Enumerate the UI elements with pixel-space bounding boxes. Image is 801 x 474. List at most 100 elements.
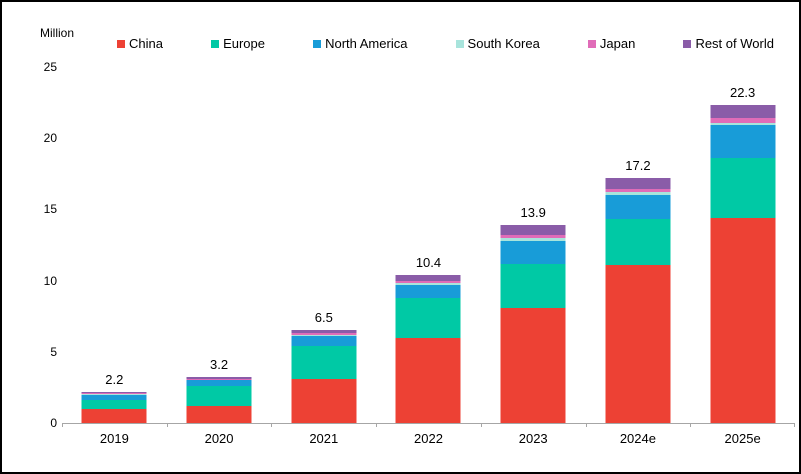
bar-segment-north-america-2022	[395, 284, 461, 298]
x-axis-tick	[585, 423, 587, 427]
bar-segment-japan-2019	[81, 393, 147, 394]
bar-segment-south-korea-2023	[500, 237, 566, 241]
x-axis-label-2020: 2020	[204, 431, 234, 446]
bar-segment-south-korea-2021	[291, 334, 357, 337]
bar-segment-north-america-2020	[186, 380, 252, 386]
x-axis-tick	[794, 423, 795, 427]
bar-total-label-2020: 3.2	[210, 357, 229, 373]
bar-segment-china-2024e	[605, 264, 671, 423]
legend-swatch-south-korea	[455, 39, 464, 48]
legend-label: South Korea	[467, 36, 540, 51]
bar-segment-north-america-2024e	[605, 195, 671, 220]
bar-segment-south-korea-2019	[81, 393, 147, 395]
bar-total-label-2024e: 17.2	[625, 158, 651, 174]
category-slot-2021: 6.5 2021	[271, 67, 376, 446]
bar-segment-north-america-2023	[500, 240, 566, 264]
bar-segment-china-2025e	[710, 217, 776, 423]
y-tick-label-25: 25	[43, 60, 57, 74]
bar-segment-rest-of-world-2024e	[605, 178, 671, 190]
x-axis-label-2022: 2022	[414, 431, 443, 446]
legend-item-rest-of-world: Rest of World	[683, 36, 774, 51]
bar-segment-europe-2019	[81, 400, 147, 409]
legend-swatch-china	[117, 39, 125, 48]
y-tick-label-20: 20	[43, 131, 57, 146]
legend-label: Japan	[599, 36, 636, 51]
bar-segment-south-korea-2022	[395, 282, 461, 285]
bar-segment-china-2021	[291, 378, 357, 423]
bar-segment-japan-2025e	[710, 118, 776, 123]
bar-total-label-2019: 2.2	[105, 371, 124, 387]
x-axis-label-2021: 2021	[309, 431, 339, 446]
y-axis-unit-label: Million	[40, 26, 75, 40]
legend-label: North America	[325, 36, 408, 51]
legend-swatch-japan	[587, 39, 596, 48]
bar-segment-rest-of-world-2025e	[710, 105, 776, 119]
x-axis-label-2023: 2023	[518, 431, 548, 446]
bar-segment-japan-2022	[395, 280, 461, 283]
bar-segment-europe-2021	[291, 346, 357, 379]
bar-total-label-2022: 10.4	[415, 254, 442, 270]
legend-item-japan: Japan	[587, 36, 636, 51]
bar-segment-china-2022	[395, 337, 461, 423]
category-slot-2024e: 17.2 2024e	[586, 67, 691, 446]
bar-segment-china-2019	[81, 408, 147, 423]
bar-segment-europe-2025e	[710, 158, 776, 218]
y-tick-label-5: 5	[50, 344, 57, 359]
bar-total-label-2023: 13.9	[520, 205, 546, 221]
legend-label: China	[129, 36, 163, 51]
y-tick-label-10: 10	[43, 273, 57, 288]
x-axis-line	[62, 423, 795, 424]
category-slot-2022: 10.4 2022	[376, 67, 481, 446]
bar-segment-europe-2023	[500, 263, 566, 308]
bar-segment-rest-of-world-2020	[186, 377, 252, 379]
legend: China Europe North America South Korea Japan…	[117, 36, 774, 51]
bar-total-label-2021: 6.5	[314, 310, 333, 326]
stacked-bar-2024e	[605, 178, 671, 423]
bar-segment-china-2023	[500, 307, 566, 423]
bar-segment-south-korea-2024e	[605, 192, 671, 196]
bar-segment-japan-2024e	[605, 189, 671, 193]
y-tick-label-15: 15	[43, 202, 57, 217]
legend-swatch-europe	[211, 39, 220, 48]
x-axis-label-2019: 2019	[99, 431, 129, 446]
bar-segment-japan-2021	[291, 333, 357, 335]
category-slot-2019: 2.2 2019	[62, 67, 167, 446]
x-axis-tick	[376, 423, 378, 427]
category-slot-2020: 3.2 2020	[167, 67, 272, 446]
stacked-bar-2020	[186, 377, 252, 423]
legend-item-south-korea: South Korea	[455, 36, 540, 51]
x-axis-tick	[480, 423, 482, 427]
x-axis-label-2025e: 2025e	[724, 431, 761, 446]
bar-segment-china-2020	[186, 405, 252, 423]
bar-segment-north-america-2025e	[710, 125, 776, 159]
bar-segment-north-america-2019	[81, 394, 147, 401]
stacked-bar-2021	[291, 330, 357, 423]
bar-segment-south-korea-2020	[186, 379, 252, 381]
x-axis-tick	[271, 423, 273, 427]
x-axis-tick	[690, 423, 692, 427]
bar-segment-japan-2020	[186, 378, 252, 380]
stacked-bar-2022	[395, 274, 461, 423]
bar-segment-south-korea-2025e	[710, 122, 776, 126]
legend-swatch-rest-of-world	[683, 39, 692, 48]
stacked-bar-2025e	[710, 105, 776, 423]
legend-label: Rest of World	[695, 36, 774, 51]
bar-segment-japan-2023	[500, 235, 566, 238]
bar-segment-rest-of-world-2022	[395, 274, 461, 281]
x-axis-tick	[62, 423, 63, 427]
bar-segment-europe-2024e	[605, 219, 671, 265]
bar-segment-rest-of-world-2021	[291, 330, 357, 334]
bar-segment-europe-2020	[186, 386, 252, 406]
stacked-bar-2019	[81, 391, 147, 423]
y-tick-label-0: 0	[50, 416, 57, 430]
bar-segment-rest-of-world-2023	[500, 225, 566, 236]
legend-item-north-america: North America	[313, 36, 407, 51]
legend-label: Europe	[223, 36, 265, 51]
x-axis-tick	[166, 423, 168, 427]
category-slot-2025e: 22.3 2025e	[690, 67, 795, 446]
bar-segment-europe-2022	[395, 297, 461, 338]
bar-segment-rest-of-world-2019	[81, 391, 147, 394]
legend-swatch-north-america	[313, 39, 322, 48]
bar-segment-north-america-2021	[291, 336, 357, 347]
